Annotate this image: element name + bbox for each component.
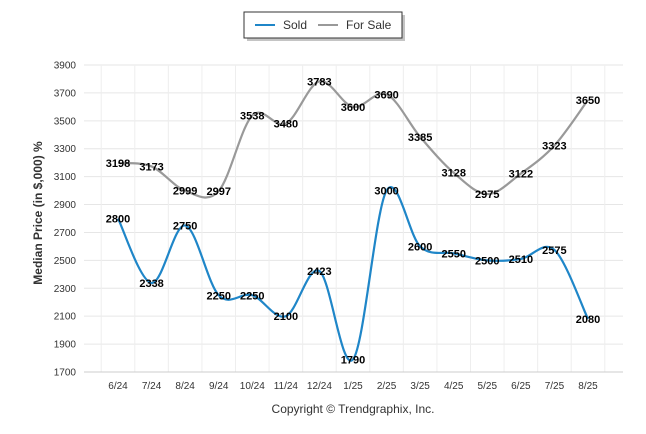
data-label-for-sale: 3783 [307, 76, 331, 88]
legend: Sold For Sale [243, 11, 405, 41]
y-tick-label: 3900 [54, 61, 77, 72]
data-label-sold: 2250 [240, 290, 264, 302]
data-label-sold: 2100 [274, 311, 298, 323]
x-tick-label: 8/24 [175, 381, 195, 392]
data-label-sold: 2750 [173, 220, 197, 232]
x-tick-label: 5/25 [478, 381, 498, 392]
data-label-sold: 2080 [576, 314, 600, 326]
y-tick-label: 3700 [54, 88, 77, 99]
x-tick-label: 4/25 [444, 381, 464, 392]
x-tick-label: 8/25 [578, 381, 598, 392]
y-tick-label: 2900 [54, 200, 77, 211]
data-label-sold: 1790 [341, 354, 365, 366]
y-tick-label: 3300 [54, 144, 77, 155]
y-tick-label: 3500 [54, 116, 77, 127]
data-label-for-sale: 3128 [441, 168, 465, 180]
data-label-sold: 2510 [509, 254, 533, 266]
y-tick-label: 1900 [54, 340, 77, 351]
data-label-sold: 2600 [408, 241, 432, 253]
data-labels: 2800 2338 2750 2250 2250 2100 2423 1790 3000 2600… [106, 76, 600, 366]
data-label-sold: 2550 [441, 248, 465, 260]
data-label-for-sale: 3198 [106, 158, 130, 170]
data-label-for-sale: 2975 [475, 189, 499, 201]
data-label-sold: 2800 [106, 214, 130, 226]
data-label-sold: 2338 [139, 278, 163, 290]
data-label-for-sale: 3690 [374, 89, 398, 101]
data-label-sold: 2250 [206, 290, 230, 302]
copyright-footer: Copyright © Trendgraphix, Inc. [272, 402, 435, 416]
legend-label-for-sale: For Sale [346, 18, 392, 32]
legend-item-for-sale[interactable]: For Sale [318, 18, 392, 32]
y-axis-label: Median Price (in $,000) % [31, 141, 45, 285]
data-label-for-sale: 3650 [576, 95, 600, 107]
data-label-for-sale: 3480 [274, 119, 298, 131]
data-label-for-sale: 3323 [542, 141, 566, 153]
x-tick-label: 10/24 [240, 381, 265, 392]
x-tick-label: 6/24 [108, 381, 128, 392]
data-label-sold: 2423 [307, 266, 331, 278]
x-tick-label: 6/25 [511, 381, 531, 392]
series-line-sold [117, 186, 589, 362]
x-tick-label: 3/25 [410, 381, 430, 392]
x-tick-label: 7/25 [545, 381, 565, 392]
x-tick-label: 1/25 [343, 381, 363, 392]
data-label-for-sale: 2999 [173, 186, 197, 198]
data-label-for-sale: 3385 [408, 132, 432, 144]
x-axis: 6/24 7/24 8/24 9/24 10/24 11/24 12/24 1/25 2/25 3… [84, 371, 623, 392]
data-label-sold: 3000 [374, 186, 398, 198]
x-tick-label: 2/25 [377, 381, 397, 392]
data-label-for-sale: 3600 [341, 102, 365, 114]
x-tick-label: 12/24 [307, 381, 332, 392]
x-tick-label: 11/24 [274, 381, 299, 392]
data-label-for-sale: 3538 [240, 111, 264, 123]
y-tick-label: 1700 [54, 368, 77, 379]
data-label-sold: 2575 [542, 245, 566, 257]
x-tick-label: 7/24 [142, 381, 162, 392]
series-line-for-sale [117, 80, 589, 199]
grid-lines [84, 64, 623, 373]
y-tick-label: 2100 [54, 312, 77, 323]
series-lines [117, 80, 589, 362]
y-axis: 1700 1900 2100 2300 2500 2700 2900 3100 3300 3500… [54, 61, 77, 379]
y-tick-label: 3100 [54, 172, 77, 183]
data-label-for-sale: 3122 [509, 169, 533, 181]
y-tick-label: 2700 [54, 228, 77, 239]
legend-label-sold: Sold [283, 18, 307, 32]
y-tick-label: 2300 [54, 284, 77, 295]
legend-item-sold[interactable]: Sold [255, 18, 307, 32]
data-label-for-sale: 2997 [206, 186, 230, 198]
y-tick-label: 2500 [54, 256, 77, 267]
data-label-for-sale: 3173 [139, 161, 163, 173]
data-label-sold: 2500 [475, 255, 499, 267]
x-tick-label: 9/24 [209, 381, 229, 392]
